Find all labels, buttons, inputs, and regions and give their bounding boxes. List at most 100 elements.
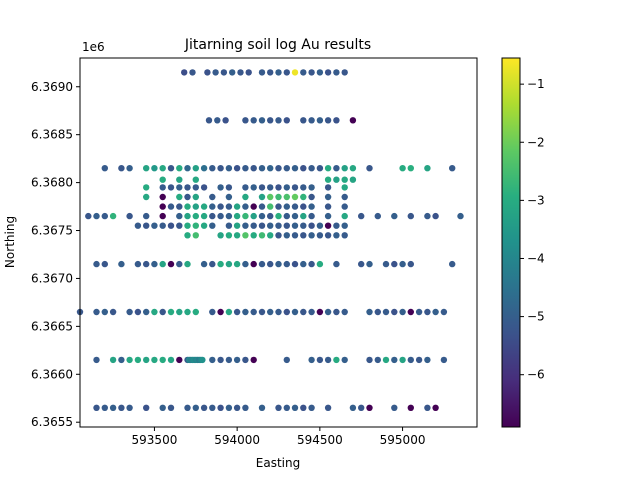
data-point: [258, 69, 266, 76]
data-point: [316, 165, 324, 172]
data-point: [189, 69, 196, 76]
data-point: [308, 404, 315, 411]
data-point: [258, 165, 266, 172]
data-point: [333, 117, 340, 124]
data-point: [407, 260, 414, 268]
data-point: [267, 222, 274, 229]
data-point: [324, 117, 332, 124]
colorbar-tick-label: −6: [527, 368, 545, 382]
plot-frame: [79, 57, 478, 428]
colorbar-tick-label: −3: [527, 193, 545, 207]
data-point: [101, 212, 109, 220]
data-point: [176, 356, 183, 364]
data-point: [159, 356, 166, 364]
data-point: [424, 356, 431, 364]
data-point: [176, 184, 183, 191]
data-point: [391, 212, 398, 220]
data-point: [167, 222, 175, 229]
data-point: [242, 308, 249, 316]
data-point: [382, 308, 390, 316]
data-point: [341, 193, 348, 201]
data-point: [242, 212, 249, 220]
data-point: [333, 176, 340, 183]
data-point: [217, 184, 224, 191]
data-point: [349, 176, 357, 183]
y-tick-label: 6.3655: [31, 415, 73, 429]
data-point: [424, 165, 431, 172]
data-point: [308, 308, 315, 316]
data-point: [225, 184, 233, 191]
data-point: [283, 308, 290, 316]
data-point: [415, 308, 423, 316]
data-point: [291, 222, 299, 229]
data-point: [291, 203, 299, 210]
data-point: [275, 203, 282, 210]
data-point: [167, 356, 175, 364]
data-point: [275, 69, 282, 76]
data-point: [258, 222, 266, 229]
data-point: [267, 212, 274, 220]
data-point: [192, 404, 199, 411]
data-point: [93, 308, 100, 316]
data-point: [349, 117, 357, 124]
data-point: [300, 165, 307, 172]
data-point: [316, 260, 324, 268]
data-point: [300, 69, 307, 76]
data-point: [143, 260, 150, 268]
data-point: [217, 356, 224, 364]
data-point: [291, 308, 299, 316]
data-point: [432, 404, 439, 411]
data-point: [275, 165, 282, 172]
x-axis: 593500 594000 594500 595000: [132, 427, 425, 447]
y-axis-title: Northing: [3, 216, 17, 268]
data-point: [283, 184, 290, 191]
data-point: [407, 404, 414, 411]
data-point: [407, 165, 414, 172]
data-point: [366, 260, 373, 268]
data-point: [291, 212, 299, 220]
data-point: [324, 404, 332, 411]
x-tick-label: 594000: [214, 433, 260, 447]
data-point: [358, 260, 365, 268]
data-point: [449, 260, 456, 268]
data-point: [258, 260, 266, 268]
data-point: [176, 165, 183, 172]
data-point: [275, 232, 282, 239]
data-point: [399, 260, 406, 268]
data-point: [192, 193, 199, 201]
data-point: [217, 165, 224, 172]
data-point: [220, 69, 228, 76]
data-point: [399, 356, 406, 364]
data-point: [324, 308, 332, 316]
data-point: [93, 212, 100, 220]
data-point: [159, 222, 166, 229]
data-point: [258, 117, 266, 124]
data-point: [192, 308, 199, 316]
data-point: [250, 165, 257, 172]
data-point: [151, 308, 158, 316]
data-point: [316, 69, 324, 76]
data-point: [275, 308, 282, 316]
data-point: [101, 308, 109, 316]
data-point: [143, 212, 150, 220]
data-point: [134, 222, 142, 229]
data-point: [233, 308, 241, 316]
data-point: [457, 212, 464, 220]
data-point: [324, 176, 332, 183]
data-point: [109, 308, 117, 316]
data-point: [358, 212, 365, 220]
data-point: [250, 117, 257, 124]
data-point: [225, 212, 233, 220]
data-point: [283, 117, 290, 124]
data-point: [217, 260, 224, 268]
data-point: [391, 356, 398, 364]
y-tick-label: 6.3685: [31, 128, 73, 142]
data-point: [300, 212, 307, 220]
data-point: [324, 193, 332, 201]
data-point: [209, 308, 216, 316]
data-point: [184, 184, 191, 191]
data-point: [176, 308, 183, 316]
data-point: [382, 356, 390, 364]
data-point: [283, 260, 290, 268]
